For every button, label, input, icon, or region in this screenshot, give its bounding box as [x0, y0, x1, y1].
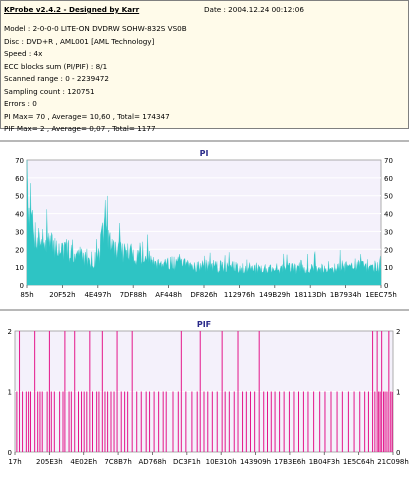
x-tick-label: 85h — [20, 291, 33, 299]
range-line: Scanned range : 0 - 2239472 — [4, 74, 109, 83]
y-tick-label-right: 40 — [384, 211, 393, 219]
x-tick-label: 10E310h — [206, 458, 237, 466]
x-tick-label: 17h — [8, 458, 21, 466]
ecc-line: ECC blocks sum (PI/PIF) : 8/1 — [4, 62, 108, 71]
y-tick-label-right: 0 — [384, 282, 388, 290]
y-tick-label-right: 60 — [384, 175, 393, 183]
x-tick-label: AD768h — [138, 458, 166, 466]
y-tick-label: 70 — [15, 157, 24, 165]
y-tick-label-right: 30 — [384, 228, 393, 236]
pif-chart-panel: PIF 0 0 1 1 2 2 17h 205E3h 4E02Eh 7C8B7h AD768h DC3F… — [0, 312, 409, 480]
y-tick-label: 0 — [20, 282, 24, 290]
model-line: Model : 2-0-0-0 LITE-ON DVDRW SOHW-832S … — [4, 24, 187, 33]
x-tick-label: 21C098h — [377, 458, 409, 466]
app-title: KProbe v2.4.2 - Designed by Karr — [4, 5, 140, 14]
y-tick-label-right: 10 — [384, 264, 393, 272]
y-tick-label: 1 — [8, 389, 12, 397]
pi-chart: PI 0 0 10 10 20 20 30 30 40 40 50 50 60 60 70 70 85h 20F52… — [15, 149, 397, 299]
x-tick-label: 112976h — [224, 291, 255, 299]
pif-chart: PIF 0 0 1 1 2 2 17h 205E3h 4E02Eh 7C8B7h AD768h DC3F… — [8, 320, 409, 466]
x-tick-label: 1E5C64h — [343, 458, 375, 466]
chart-title: PIF — [197, 320, 211, 329]
x-tick-label: 7C8B7h — [104, 458, 132, 466]
x-tick-label: 205E3h — [36, 458, 63, 466]
divider — [0, 309, 409, 311]
x-tick-label: 7DF88h — [120, 291, 147, 299]
pif-stats-line: PIF Max= 2 , Average= 0,07 , Total= 1177 — [4, 124, 156, 133]
x-tick-label: AF448h — [155, 291, 182, 299]
errors-line: Errors : 0 — [4, 99, 37, 108]
y-tick-label: 50 — [15, 193, 24, 201]
x-tick-label: 4E497h — [84, 291, 111, 299]
pi-stats-line: PI Max= 70 , Average= 10,60 , Total= 174… — [4, 112, 170, 121]
scan-date: Date : 2004.12.24 00:12:06 — [204, 5, 304, 14]
disc-line: Disc : DVD+R , AML001 [AML Technology] — [4, 37, 155, 46]
y-tick-label: 10 — [15, 264, 24, 272]
y-tick-label-right: 50 — [384, 193, 393, 201]
x-tick-label: DC3F1h — [173, 458, 201, 466]
scan-info-panel: KProbe v2.4.2 - Designed by Karr Date : … — [0, 0, 409, 133]
y-tick-label-right: 2 — [396, 328, 400, 336]
pi-area — [26, 159, 382, 286]
x-tick-label: 17B3E6h — [274, 458, 305, 466]
y-tick-label: 2 — [8, 328, 12, 336]
y-tick-label-right: 70 — [384, 157, 393, 165]
y-tick-label-right: 1 — [396, 389, 400, 397]
x-tick-label: 1B04F3h — [309, 458, 340, 466]
y-tick-label: 20 — [15, 246, 24, 254]
divider — [0, 140, 409, 142]
y-tick-label-right: 20 — [384, 246, 393, 254]
x-tick-label: 1B7934h — [330, 291, 362, 299]
chart-title: PI — [200, 149, 209, 158]
x-tick-label: 143909h — [240, 458, 271, 466]
x-tick-label: 4E02Eh — [70, 458, 97, 466]
y-tick-label: 40 — [15, 211, 24, 219]
speed-line: Speed : 4x — [4, 49, 43, 58]
x-tick-label: 20F52h — [49, 291, 75, 299]
x-tick-label: 149B29h — [259, 291, 291, 299]
pi-chart-panel: PI 0 0 10 10 20 20 30 30 40 40 50 50 60 60 70 70 85h 20F52… — [0, 143, 409, 308]
y-tick-label: 0 — [8, 449, 12, 457]
y-tick-label-right: 0 — [396, 449, 400, 457]
sampling-line: Sampling count : 120751 — [4, 87, 95, 96]
x-tick-label: DF826h — [190, 291, 217, 299]
x-tick-label: 1EEC75h — [365, 291, 397, 299]
y-tick-label: 30 — [15, 228, 24, 236]
x-tick-label: 18113Dh — [294, 291, 326, 299]
y-tick-label: 60 — [15, 175, 24, 183]
